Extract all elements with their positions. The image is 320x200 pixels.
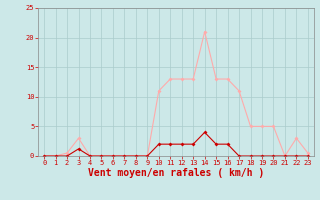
X-axis label: Vent moyen/en rafales ( km/h ): Vent moyen/en rafales ( km/h ) [88, 168, 264, 178]
